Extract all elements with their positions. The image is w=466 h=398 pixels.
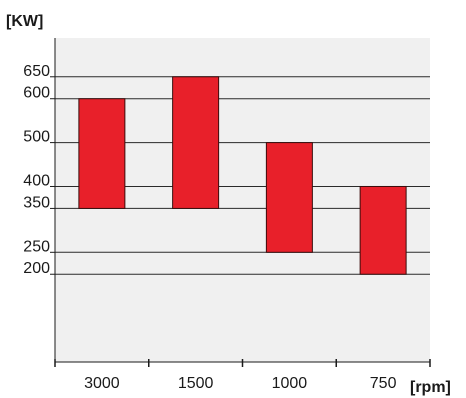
y-tick-label-200: 200 (23, 260, 50, 277)
x-tick-label-1500: 1500 (178, 375, 214, 392)
bar-3000 (78, 98, 126, 209)
x-tick-label-1000: 1000 (272, 375, 308, 392)
bar-1500 (172, 76, 220, 209)
y-axis-unit-label: [KW] (6, 13, 43, 30)
x-tick-label-750: 750 (370, 375, 397, 392)
bars (78, 76, 407, 275)
axes (50, 38, 431, 367)
x-axis-unit-label: [rpm] (410, 379, 451, 396)
y-tick-label-250: 250 (23, 238, 50, 255)
y-tick-label-600: 600 (23, 85, 50, 102)
y-tick-label-500: 500 (23, 129, 50, 146)
x-tick-label-3000: 3000 (84, 375, 120, 392)
y-tick-label-650: 650 (23, 63, 50, 80)
bar-750 (359, 185, 407, 275)
y-tick-label-400: 400 (23, 172, 50, 189)
labels: [KW] [rpm] 650 600 500 400 350 250 200 3000 1500… (6, 13, 451, 396)
y-tick-label-350: 350 (23, 194, 50, 211)
bar-1000 (265, 142, 313, 253)
